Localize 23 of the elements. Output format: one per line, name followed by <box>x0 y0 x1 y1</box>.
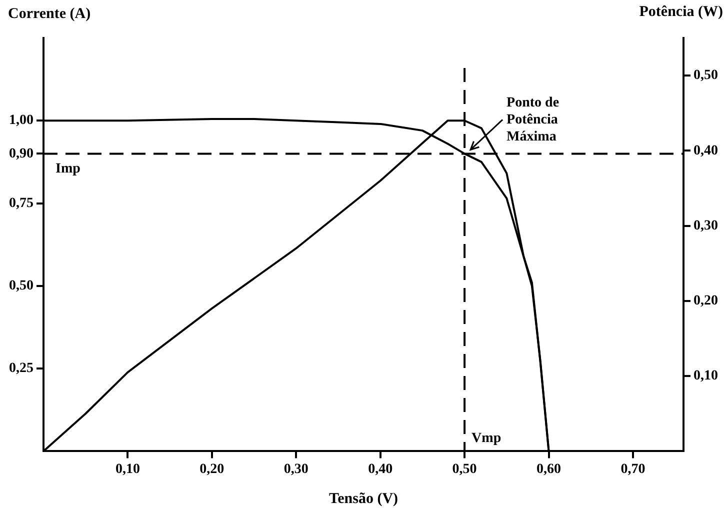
y2-tick-label: 0,50 <box>694 68 718 84</box>
x-tick-label: 0,40 <box>368 462 393 478</box>
y2-tick-label: 0,20 <box>694 294 718 309</box>
annotation: Ponto de Potência Máxima <box>506 95 560 144</box>
y2-tick-label: 0,10 <box>694 368 718 384</box>
x-axis-title: Tensão (V) <box>329 491 398 508</box>
x-tick-label: 0,70 <box>620 462 646 478</box>
y-tick-label: 0,90 <box>9 146 34 162</box>
y2-tick-label: 0,40 <box>694 143 718 158</box>
y2-axis-title: Potência (W) <box>639 4 723 21</box>
x-tick-label: 0,30 <box>284 462 308 478</box>
x-tick-label: 0,20 <box>200 462 224 478</box>
x-tick-label: 0,60 <box>536 462 562 478</box>
y-tick-label: 0,50 <box>9 278 34 294</box>
x-tick-label: 0,10 <box>115 462 140 478</box>
y-tick-label: 0,25 <box>9 361 34 376</box>
y-tick-label: 1,00 <box>9 113 34 128</box>
ref-line-label: Vmp <box>472 430 502 446</box>
y-axis-title: Corrente (A) <box>8 6 91 23</box>
y-tick-label: 0,75 <box>9 196 34 211</box>
y2-tick-label: 0,30 <box>694 218 718 234</box>
x-tick-label: 0,50 <box>452 462 477 478</box>
ref-line-label: Imp <box>56 161 81 176</box>
